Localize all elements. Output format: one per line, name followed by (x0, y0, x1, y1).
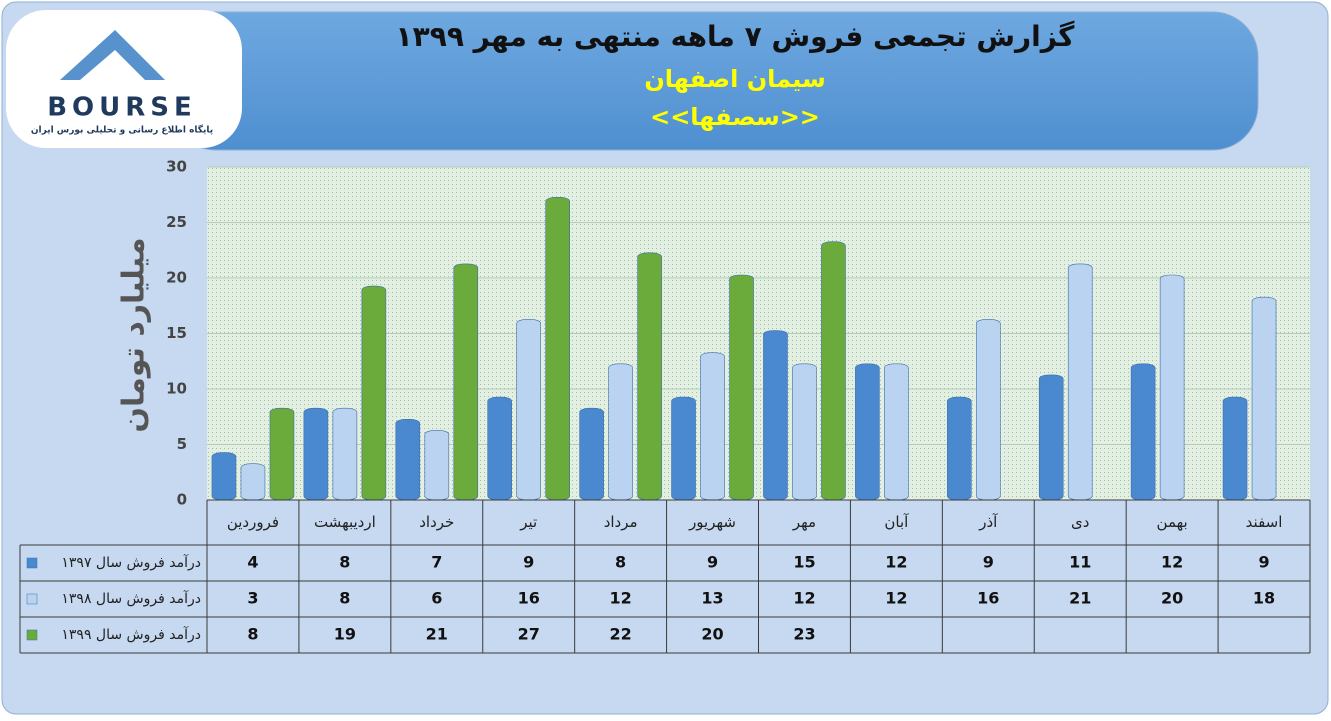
bar (579, 407, 604, 501)
bar (487, 396, 513, 501)
bar (332, 407, 358, 501)
x-tick-label: بهمن (1157, 513, 1188, 531)
y-tick-label: 30 (166, 158, 187, 176)
x-tick-label: مهر (792, 513, 816, 531)
bar (1067, 263, 1093, 501)
logo-tagline: پایگاه اطلاع رسانی و تحلیلی بورس ایران (31, 124, 213, 136)
table-cell: 9 (707, 553, 718, 572)
table-cell: 4 (247, 553, 258, 572)
bar (240, 463, 266, 501)
bar (671, 396, 696, 501)
table-cell: 18 (1253, 589, 1275, 608)
bar (608, 363, 633, 501)
bar (1130, 363, 1156, 501)
bar (1159, 274, 1185, 501)
y-tick-label: 25 (166, 213, 187, 231)
x-tick-label: اردیبهشت (314, 513, 376, 531)
bar (946, 396, 972, 501)
bar (453, 263, 479, 501)
table-cell: 8 (339, 589, 350, 608)
bar (637, 252, 662, 501)
table-cell: 8 (247, 625, 258, 644)
symbol: <<سصفها>> (650, 103, 820, 131)
table-cell: 6 (431, 589, 442, 608)
bar (821, 241, 846, 501)
legend-label: درآمد فروش سال ۱۳۹۷ (61, 554, 201, 571)
table-cell: 9 (523, 553, 534, 572)
legend-label: درآمد فروش سال ۱۳۹۸ (61, 590, 201, 607)
bar (763, 330, 788, 501)
table-cell: 9 (1258, 553, 1269, 572)
chart-title: گزارش تجمعی فروش ۷ ماهه منتهی به مهر ۱۳۹… (396, 20, 1076, 53)
table-cell: 11 (1069, 553, 1091, 572)
y-axis-label: میلیارد تومان (117, 237, 152, 432)
table-cell: 7 (431, 553, 442, 572)
table-cell: 16 (518, 589, 540, 608)
x-tick-label: خرداد (419, 513, 454, 531)
table-cell: 8 (339, 553, 350, 572)
x-tick-label: آذر (978, 513, 998, 531)
y-tick-label: 5 (177, 435, 187, 453)
bar (424, 430, 450, 501)
table-cell: 20 (701, 625, 723, 644)
bar (975, 319, 1001, 501)
y-tick-label: 0 (177, 491, 187, 509)
chart-subtitle: سیمان اصفهان (644, 65, 825, 93)
bar (855, 363, 880, 501)
bar (303, 407, 329, 501)
bar (884, 363, 909, 501)
bar (211, 452, 237, 501)
bar (1251, 296, 1277, 501)
legend-swatch (26, 629, 38, 641)
logo-text: BOURSE (47, 93, 197, 123)
legend-label: درآمد فروش سال ۱۳۹۹ (61, 626, 201, 643)
x-tick-label: فروردین (227, 513, 279, 531)
x-tick-label: شهریور (688, 513, 736, 531)
table-cell: 3 (247, 589, 258, 608)
bar (516, 319, 542, 501)
bar (729, 274, 754, 501)
bar (269, 407, 295, 501)
bar (1038, 374, 1064, 501)
table-cell: 8 (615, 553, 626, 572)
table-cell: 16 (977, 589, 999, 608)
x-tick-label: اسفند (1246, 513, 1283, 531)
x-tick-label: تیر (519, 513, 537, 531)
table-cell: 21 (1069, 589, 1091, 608)
y-tick-label: 10 (166, 380, 187, 398)
table-cell: 12 (885, 553, 907, 572)
table-cell: 12 (1161, 553, 1183, 572)
table-cell: 27 (518, 625, 540, 644)
bar (700, 352, 725, 501)
bar (361, 285, 387, 501)
table-cell: 9 (983, 553, 994, 572)
y-tick-label: 20 (166, 269, 187, 287)
bar (792, 363, 817, 501)
table-cell: 12 (793, 589, 815, 608)
legend-swatch (26, 557, 38, 569)
legend-swatch (26, 593, 38, 605)
table-cell: 12 (885, 589, 907, 608)
bar (545, 197, 571, 501)
x-tick-label: آبان (884, 513, 909, 531)
table-cell: 13 (701, 589, 723, 608)
table-cell: 21 (426, 625, 448, 644)
bar (1222, 396, 1248, 501)
table-cell: 12 (609, 589, 631, 608)
bar (395, 418, 421, 501)
table-cell: 19 (334, 625, 356, 644)
y-tick-label: 15 (166, 324, 187, 342)
logo-icon (80, 50, 145, 80)
table-cell: 15 (793, 553, 815, 572)
table-cell: 20 (1161, 589, 1183, 608)
table-cell: 23 (793, 625, 815, 644)
x-tick-label: مرداد (604, 513, 638, 531)
x-tick-label: دی (1071, 513, 1089, 531)
table-cell: 22 (609, 625, 631, 644)
